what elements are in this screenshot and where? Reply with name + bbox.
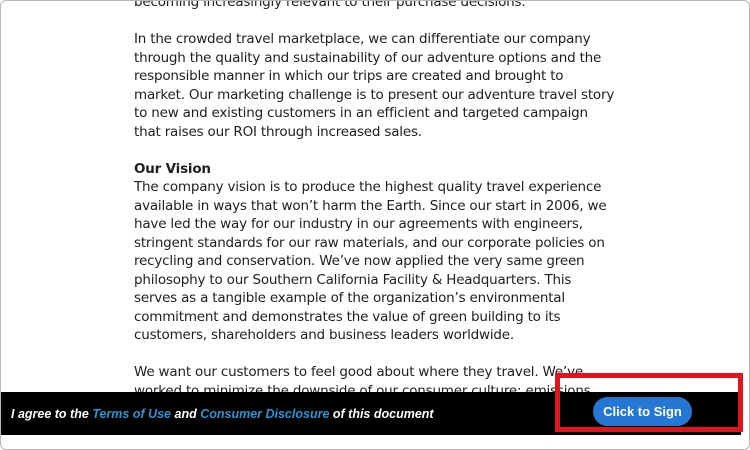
agreement-text: I agree to the Terms of Use and Consumer…	[11, 407, 434, 421]
document-page: becoming increasingly relevant to their …	[134, 0, 614, 419]
document-text-line: stringent standards for our raw material…	[134, 234, 605, 251]
document-text-line: serves as a tangible example of the orga…	[134, 290, 565, 306]
agreement-prefix-text: I agree to the	[11, 406, 93, 421]
document-text-line: commitment and demonstrates the value of…	[134, 308, 561, 325]
agreement-suffix-text: of this document	[329, 406, 434, 421]
document-text-line: responsible manner in which our trips ar…	[134, 68, 564, 84]
document-paragraph: Our Vision The company vision is to prod…	[134, 160, 614, 345]
document-text-line: that raises our ROI through increased sa…	[134, 123, 422, 140]
document-text-line: available in ways that won’t harm the Ea…	[134, 197, 607, 214]
document-text-line: In the crowded travel marketplace, we ca…	[134, 31, 591, 47]
consumer-disclosure-link[interactable]: Consumer Disclosure	[200, 406, 330, 421]
document-text-line: recycling and conservation. We’ve now ap…	[134, 253, 585, 269]
document-paragraph: becoming increasingly relevant to their …	[134, 0, 614, 12]
terms-of-use-link[interactable]: Terms of Use	[92, 406, 172, 421]
document-text-line: becoming increasingly relevant to their …	[134, 0, 526, 10]
click-to-sign-button[interactable]: Click to Sign	[593, 397, 692, 426]
document-text-line: to new and existing customers in an effi…	[134, 105, 588, 121]
document-text-line: customers, shareholders and business lea…	[134, 327, 514, 343]
document-text-line: market. Our marketing challenge is to pr…	[134, 86, 615, 103]
vision-heading: Our Vision	[134, 160, 211, 177]
document-paragraph: In the crowded travel marketplace, we ca…	[134, 30, 614, 141]
document-text-line: philosophy to our Southern California Fa…	[134, 271, 572, 288]
document-text-line: The company vision is to produce the hig…	[134, 179, 602, 195]
document-text-line: through the quality and sustainability o…	[134, 49, 602, 66]
document-text-line: We want our customers to feel good about…	[134, 364, 583, 380]
agreement-and-text: and	[171, 406, 201, 421]
document-text-line: have led the way for our industry in our…	[134, 216, 583, 232]
